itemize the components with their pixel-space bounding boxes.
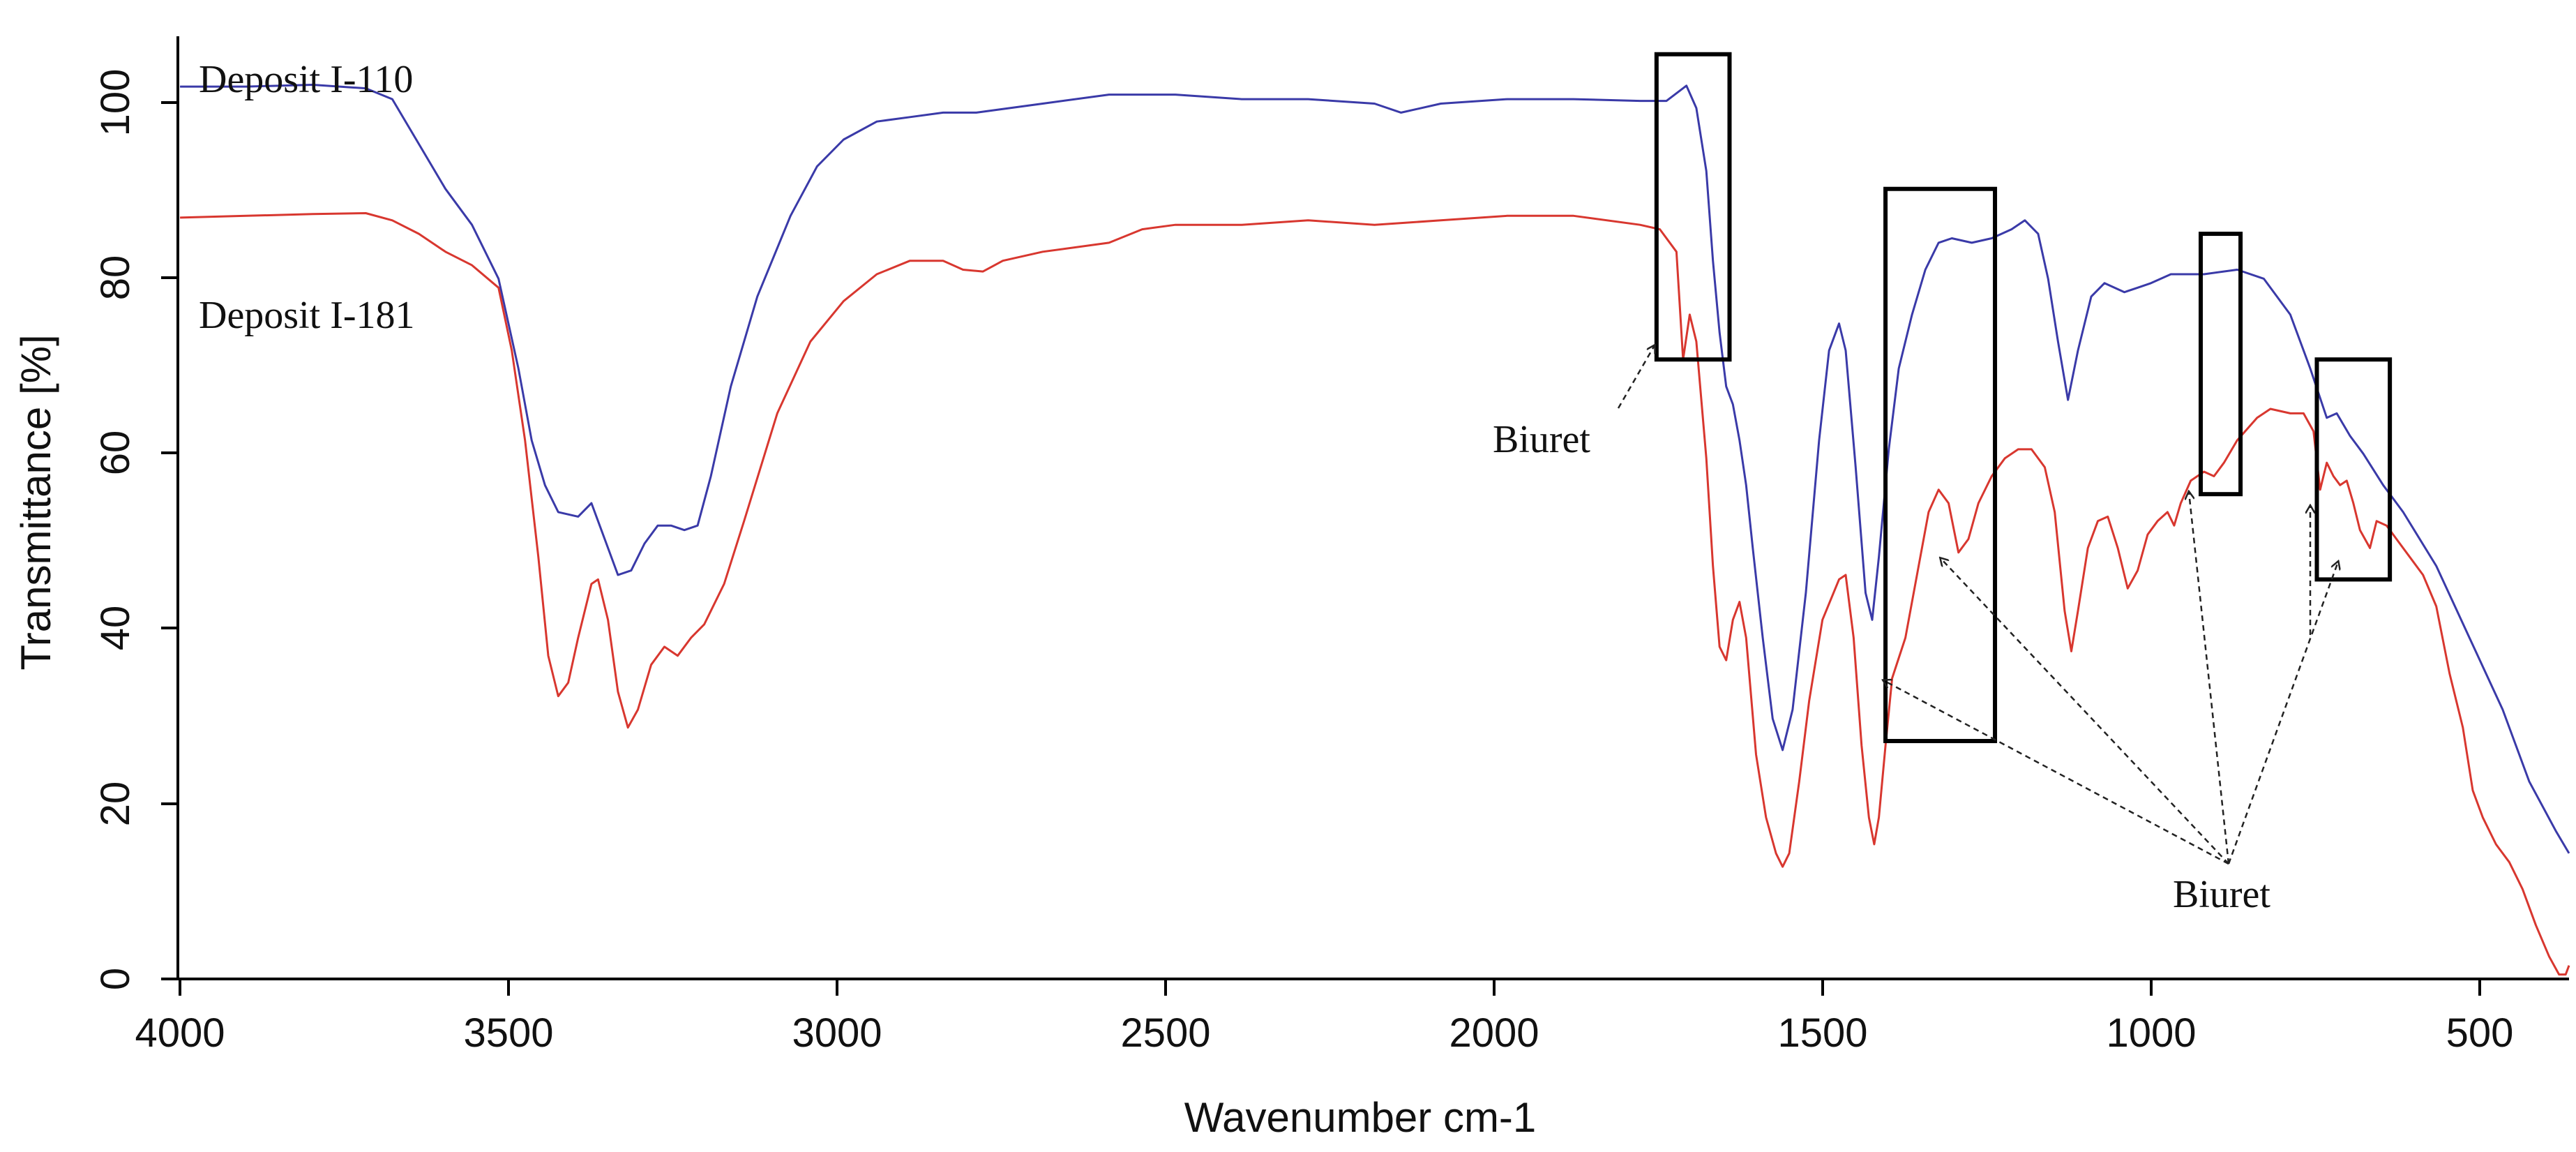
x-tick-label-3500: 3500 xyxy=(463,1010,553,1056)
series-label-deposit-i-181: Deposit I-181 xyxy=(199,294,415,337)
biuret-arrow xyxy=(2227,562,2338,865)
series-label-deposit-i-110: Deposit I-110 xyxy=(199,58,413,101)
biuret-highlight-box xyxy=(2314,357,2393,582)
y-tick-label-100: 100 xyxy=(93,69,138,137)
biuret-arrow xyxy=(1883,680,2229,865)
y-tick-label-40: 40 xyxy=(93,606,138,651)
y-tick-label-60: 60 xyxy=(93,431,138,476)
x-tick-label-500: 500 xyxy=(2446,1010,2514,1056)
biuret-label: Biuret xyxy=(1493,418,1590,461)
biuret-highlight-box xyxy=(2198,232,2243,497)
x-tick-label-4000: 4000 xyxy=(135,1010,225,1056)
x-axis-title: Wavenumber cm-1 xyxy=(1184,1094,1537,1141)
biuret-highlight-box xyxy=(1883,186,1998,744)
x-tick-label-2000: 2000 xyxy=(1449,1010,1539,1056)
y-tick-label-80: 80 xyxy=(93,255,138,301)
series-line-deposit-i-110 xyxy=(180,84,2570,854)
biuret-arrow xyxy=(2189,492,2230,865)
biuret-arrow xyxy=(1617,345,1655,409)
x-tick-label-1000: 1000 xyxy=(2106,1010,2196,1056)
series-line-deposit-i-181 xyxy=(179,212,2570,976)
x-tick-label-2500: 2500 xyxy=(1120,1010,1210,1056)
y-axis-title: Transmittance [%] xyxy=(13,334,59,670)
x-tick-label-3000: 3000 xyxy=(792,1010,882,1056)
biuret-arrow xyxy=(1941,558,2229,865)
y-tick-label-0: 0 xyxy=(93,968,138,990)
biuret-highlight-box xyxy=(1654,52,1732,362)
y-tick-label-20: 20 xyxy=(93,781,138,827)
biuret-label: Biuret xyxy=(2173,873,2270,916)
x-tick-label-1500: 1500 xyxy=(1777,1010,1867,1056)
